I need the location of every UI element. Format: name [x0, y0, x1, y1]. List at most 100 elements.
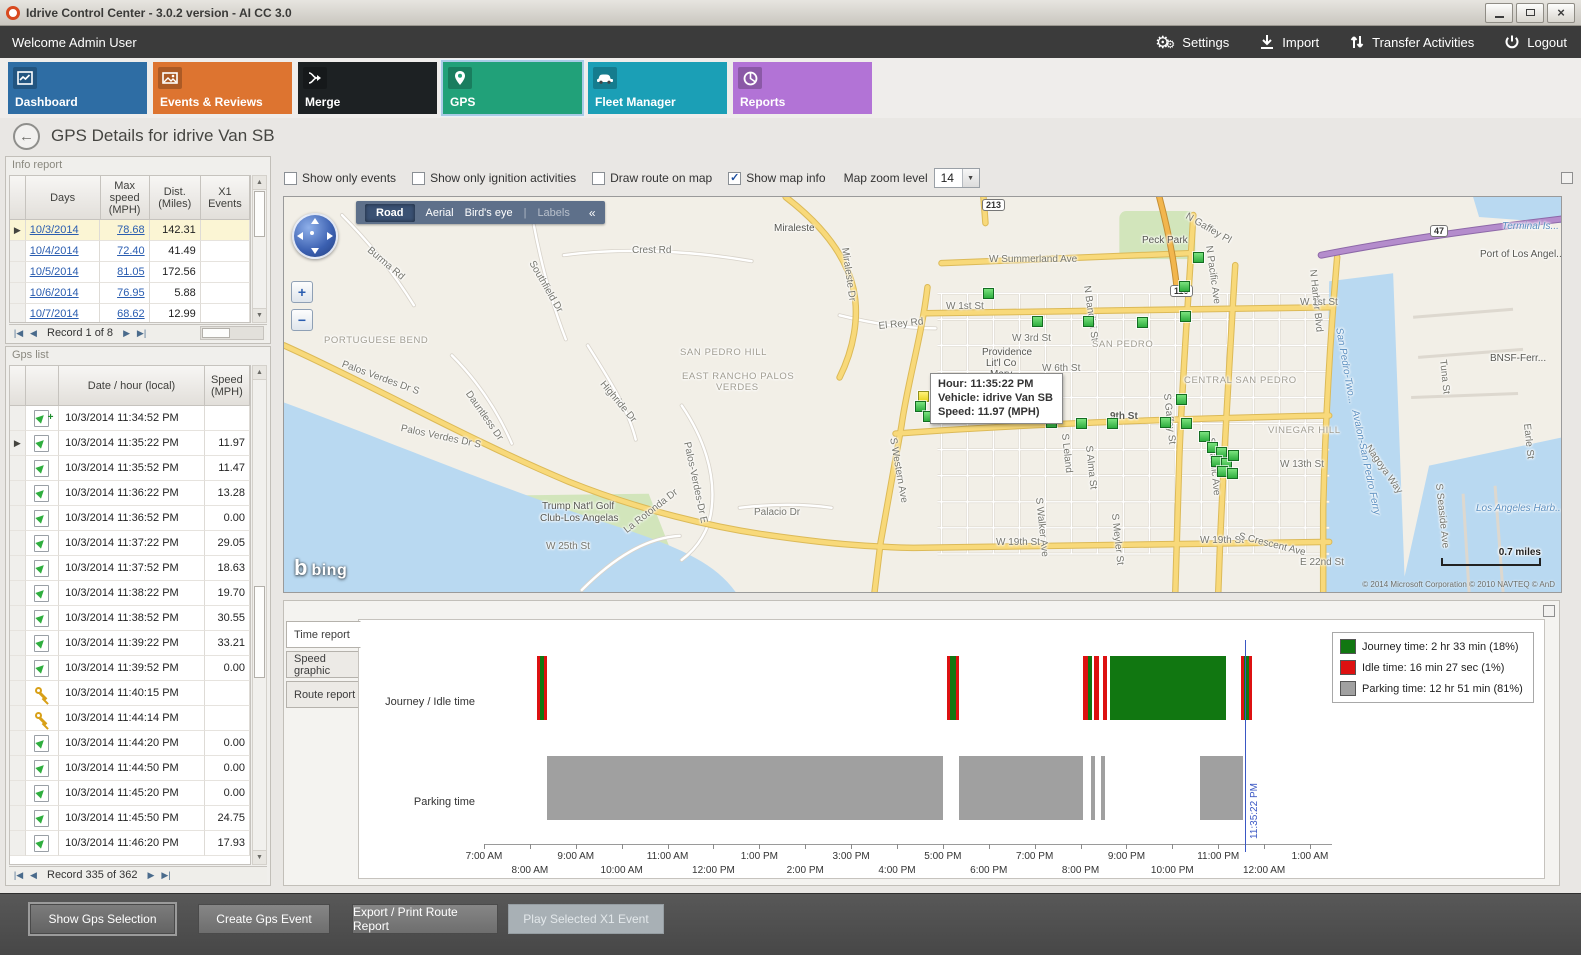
scroll-down-icon[interactable]: ▼	[253, 308, 266, 322]
checkbox-box[interactable]	[412, 171, 426, 185]
minimize-button[interactable]	[1485, 2, 1513, 23]
map-view-tab-road[interactable]: Road	[365, 203, 415, 222]
map-compass-control[interactable]	[292, 213, 338, 259]
max-speed-cell[interactable]: 68.62	[100, 304, 150, 322]
day-link[interactable]: 10/3/2014	[29, 224, 79, 236]
gps-list-scrollbar[interactable]: ▲ ▼	[252, 365, 267, 865]
max-speed-cell[interactable]: 76.95	[100, 283, 150, 304]
report-tab-time-report[interactable]: Time report	[286, 621, 361, 648]
time-cursor[interactable]	[1245, 640, 1247, 852]
gps-marker[interactable]	[1179, 281, 1190, 292]
day-cell[interactable]: 10/6/2014	[25, 283, 101, 304]
checkbox-box[interactable]: ✓	[728, 171, 742, 185]
max-speed-cell[interactable]: 81.05	[100, 262, 150, 283]
gps-marker[interactable]	[1083, 316, 1094, 327]
column-header-dist[interactable]: Dist. (Miles)	[149, 176, 201, 220]
horizontal-scrollbar[interactable]	[200, 326, 264, 340]
pager-last-button[interactable]: ▶|	[136, 327, 147, 338]
gps-list-row[interactable]: 10/3/2014 11:35:52 PM 11.47	[10, 456, 250, 481]
show-gps-selection-button[interactable]: Show Gps Selection	[30, 904, 175, 934]
gps-list-row[interactable]: 10/3/2014 11:37:22 PM 29.05	[10, 531, 250, 556]
export-print-route-report-button[interactable]: Export / Print Route Report	[352, 904, 498, 934]
gps-marker[interactable]	[1180, 311, 1191, 322]
gps-marker[interactable]	[1181, 418, 1192, 429]
pager-first-button[interactable]: |◀	[13, 869, 24, 880]
gps-list-row[interactable]: 10/3/2014 11:36:22 PM 13.28	[10, 481, 250, 506]
max-speed-cell[interactable]: 78.68	[100, 220, 150, 241]
day-cell[interactable]: 10/7/2014	[26, 304, 101, 322]
scroll-up-icon[interactable]: ▲	[253, 176, 266, 190]
map-canvas[interactable]: Miraleste Peck Park W Summerland Ave Burma …	[283, 196, 1562, 593]
module-tile-merge[interactable]: Merge	[298, 62, 437, 114]
gps-list-row[interactable]: 10/3/2014 11:44:20 PM 0.00	[10, 731, 250, 756]
gps-marker[interactable]	[1032, 316, 1043, 327]
checkbox-box[interactable]	[592, 171, 606, 185]
gps-marker[interactable]	[1107, 418, 1118, 429]
max-speed-link[interactable]: 78.68	[117, 224, 145, 236]
pager-next-button[interactable]: ▶	[123, 327, 130, 338]
gps-marker[interactable]	[1176, 394, 1187, 405]
gps-list-row[interactable]: 10/3/2014 11:37:52 PM 18.63	[10, 556, 250, 581]
report-tab-route-report[interactable]: Route report	[286, 681, 359, 708]
gps-list-row[interactable]: 10/3/2014 11:45:50 PM 24.75	[10, 806, 250, 831]
settings-button[interactable]: ⚙⚙ Settings	[1155, 33, 1229, 51]
column-header-days[interactable]: Days	[25, 176, 101, 220]
max-speed-link[interactable]: 68.62	[117, 308, 145, 320]
column-header-x1-events[interactable]: X1 Events	[200, 176, 250, 220]
close-button[interactable]: ×	[1547, 2, 1575, 23]
pan-east-icon[interactable]	[327, 232, 333, 240]
gps-list-row[interactable]: 10/3/2014 11:39:52 PM 0.00	[10, 656, 250, 681]
transfer-activities-button[interactable]: Transfer Activities	[1349, 34, 1474, 50]
checkbox-show-only-ignition-activities[interactable]: Show only ignition activities	[412, 171, 576, 185]
gps-list-row[interactable]: 10/3/2014 11:46:20 PM 17.93	[10, 831, 250, 856]
import-button[interactable]: Import	[1259, 34, 1319, 50]
column-header-date-hour-local[interactable]: Date / hour (local)	[59, 366, 205, 406]
day-cell[interactable]: 10/5/2014	[25, 262, 101, 283]
column-header-max[interactable]: Max speed (MPH)	[100, 176, 150, 220]
collapse-map-panel-button[interactable]	[1561, 172, 1573, 184]
gps-list-row[interactable]: 10/3/2014 11:38:52 PM 30.55	[10, 606, 250, 631]
pager-next-button[interactable]: ▶	[147, 869, 155, 880]
day-link[interactable]: 10/7/2014	[29, 308, 79, 320]
collapse-chart-panel-button[interactable]	[1543, 605, 1555, 617]
gps-list-row[interactable]: 10/3/2014 11:38:22 PM 19.70	[10, 581, 250, 606]
day-link[interactable]: 10/4/2014	[29, 245, 79, 257]
gps-list-row[interactable]: ▶ 10/3/2014 11:35:22 PM 11.97	[10, 431, 250, 456]
zoom-out-button[interactable]: −	[291, 309, 313, 331]
gps-list-row[interactable]: 10/3/2014 11:36:52 PM 0.00	[10, 506, 250, 531]
maximize-button[interactable]	[1516, 2, 1544, 23]
day-cell[interactable]: 10/4/2014	[25, 241, 101, 262]
gps-list-row[interactable]: 10/3/2014 11:44:14 PM	[10, 706, 250, 731]
pager-prev-button[interactable]: ◀	[30, 327, 37, 338]
pager-last-button[interactable]: ▶|	[161, 869, 171, 880]
module-tile-events-reviews[interactable]: Events & Reviews	[153, 62, 292, 114]
info-report-row[interactable]: 10/4/2014 72.40 41.49	[10, 241, 250, 262]
module-tile-gps[interactable]: GPS	[443, 62, 582, 114]
chart-plot-area[interactable]: 7:00 AM 8:00 AM 9:00 AM 10:00 AM 11:00 AM 12:…	[466, 634, 1332, 878]
checkbox-show-only-events[interactable]: Show only events	[284, 171, 396, 185]
map-view-tab-aerial[interactable]: Aerial	[425, 206, 454, 219]
report-tab-speed-graphic[interactable]: Speed graphic	[286, 651, 359, 678]
map-view-tab-labels[interactable]: Labels	[537, 206, 570, 219]
gps-marker[interactable]	[1137, 317, 1148, 328]
gps-list-row[interactable]: 10/3/2014 11:44:50 PM 0.00	[10, 756, 250, 781]
gps-list-row[interactable]: 10/3/2014 11:39:22 PM 33.21	[10, 631, 250, 656]
module-tile-fleet-manager[interactable]: Fleet Manager	[588, 62, 727, 114]
checkbox-box[interactable]	[284, 171, 297, 185]
gps-marker[interactable]	[1160, 417, 1171, 428]
gps-marker[interactable]	[1227, 468, 1238, 479]
checkbox-draw-route-on-map[interactable]: Draw route on map	[592, 171, 712, 185]
pan-west-icon[interactable]	[297, 232, 303, 240]
create-gps-event-button[interactable]: Create Gps Event	[198, 904, 330, 934]
info-report-scrollbar[interactable]: ▲ ▼	[252, 175, 267, 323]
max-speed-link[interactable]: 81.05	[117, 266, 145, 278]
gps-marker[interactable]	[983, 288, 994, 299]
pager-prev-button[interactable]: ◀	[30, 869, 37, 880]
day-link[interactable]: 10/6/2014	[29, 287, 79, 299]
max-speed-link[interactable]: 76.95	[117, 287, 145, 299]
max-speed-link[interactable]: 72.40	[117, 245, 145, 257]
pan-north-icon[interactable]	[311, 218, 319, 224]
column-header-speed[interactable]: Speed (MPH)	[204, 366, 250, 406]
max-speed-cell[interactable]: 72.40	[100, 241, 150, 262]
gps-marker[interactable]	[1076, 418, 1087, 429]
